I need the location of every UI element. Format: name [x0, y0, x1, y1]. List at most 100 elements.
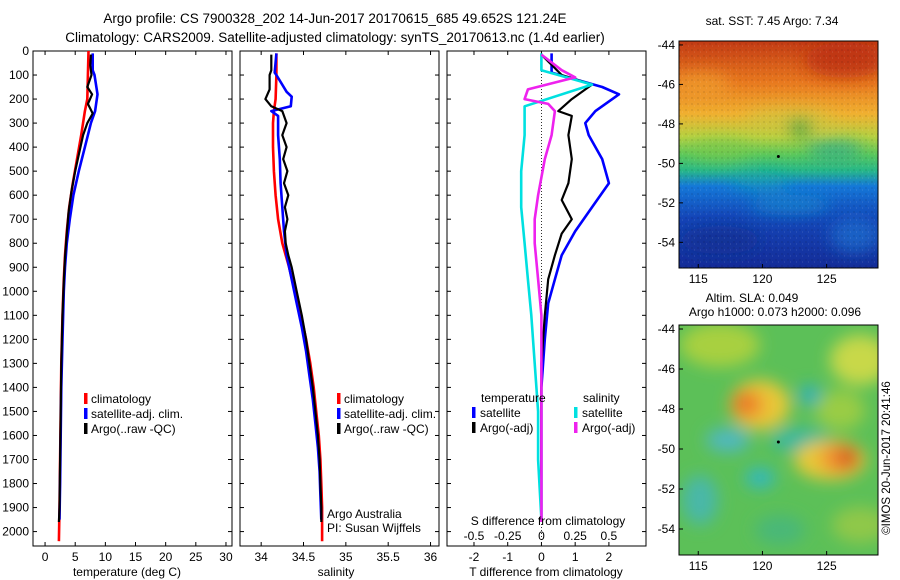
x-tick-label: 1 — [572, 550, 579, 564]
sst-map-panel: sat. SST: 7.45 Argo: 7.34 1 — [658, 14, 879, 286]
depth-axis: 0 100 200 300 400 500 600 700 800 900 1000 1100 1200… — [2, 44, 232, 539]
legend-label-temperature-argo: Argo(-adj) — [480, 421, 533, 435]
depth-tick-label: 1700 — [2, 452, 29, 466]
depth-tick-label: 900 — [9, 260, 29, 274]
top-tick-label: 0.5 — [601, 529, 618, 543]
depth-tick-label: 1100 — [3, 308, 29, 322]
legend-label-salinity-argo: Argo(-adj) — [582, 421, 635, 435]
legend-swatch-temperature-satellite — [472, 407, 476, 418]
sla-map-panel: Altim. SLA: 0.049 Argo h1000: 0.073 h200… — [658, 291, 879, 573]
map-y-tick-label: -46 — [658, 77, 676, 91]
legend-label-satellite: satellite-adj. clim. — [91, 407, 183, 421]
legend-label-argo: Argo(..raw -QC) — [91, 422, 176, 436]
depth-tick-label: 1600 — [2, 428, 29, 442]
header-line2: Climatology: CARS2009. Satellite-adjuste… — [65, 30, 605, 45]
sst-float-marker — [776, 155, 780, 159]
x-tick-label: 34.5 — [292, 550, 316, 564]
float-position-dot — [776, 155, 780, 159]
map-y-tick-label: -50 — [658, 442, 676, 456]
x-tick-label: 35.5 — [377, 550, 401, 564]
sst-heatmap — [679, 41, 878, 268]
sla-map-axes: 115 120 125 -44 -46 -48 -50 -52 -54 — [658, 322, 837, 573]
difference-top-ticks: -0.5 -0.25 0 0.25 0.5 — [464, 529, 618, 543]
top-tick-label: -0.25 — [494, 529, 522, 543]
x-tick-label: 2 — [606, 550, 613, 564]
legend-swatch-salinity-argo — [574, 422, 578, 433]
legend-swatch-satellite — [84, 408, 88, 419]
salinity-panel: 34 34.5 35 35.5 36 salinity climatology sate… — [239, 50, 440, 579]
x-tick-label: 0 — [538, 550, 545, 564]
depth-tick-label: 0 — [22, 44, 29, 58]
x-tick-label: -1 — [502, 550, 513, 564]
series-line — [540, 53, 621, 520]
series-line — [519, 53, 594, 520]
map-x-tick-label: 125 — [817, 559, 837, 573]
x-tick-label: 36 — [424, 550, 438, 564]
x-tick-label: 25 — [189, 550, 203, 564]
depth-tick-label: 1200 — [2, 332, 29, 346]
legend-label-salinity-satellite: satellite — [582, 406, 623, 420]
top-tick-label: 0.25 — [563, 529, 587, 543]
sla-float-marker — [776, 440, 780, 444]
difference-xlabel: T difference from climatology — [469, 565, 623, 579]
map-x-tick-label: 115 — [689, 559, 708, 573]
difference-y-ticks — [447, 50, 646, 533]
difference-panel: -2 -1 0 1 2 S difference from climatology -0… — [446, 50, 647, 579]
depth-tick-label: 700 — [9, 212, 29, 226]
difference-series — [519, 53, 621, 522]
map-y-tick-label: -52 — [658, 482, 676, 496]
legend-label-temperature-satellite: satellite — [480, 406, 521, 420]
series-line — [57, 54, 94, 523]
depth-tick-label: 1800 — [2, 477, 29, 491]
salinity-x-axis: 34 34.5 35 35.5 36 — [254, 51, 438, 564]
difference-legend: temperature salinity satellite Argo(-adj… — [472, 391, 635, 435]
depth-tick-label: 600 — [9, 188, 29, 202]
temperature-series — [57, 50, 99, 542]
temperature-x-axis: 0 5 10 15 20 25 30 — [42, 51, 233, 564]
depth-tick-label: 200 — [9, 92, 29, 106]
legend-swatch-climatology — [337, 393, 341, 404]
depth-tick-label: 800 — [9, 236, 29, 250]
salinity-y-ticks — [240, 50, 439, 533]
map-y-tick-label: -52 — [658, 196, 676, 210]
depth-tick-label: 1300 — [2, 356, 29, 370]
depth-tick-label: 1400 — [2, 380, 29, 394]
header-line1: Argo profile: CS 7900328_202 14-Jun-2017… — [103, 11, 566, 26]
depth-tick-label: 1000 — [2, 284, 29, 298]
x-tick-label: 30 — [219, 550, 233, 564]
map-y-tick-label: -44 — [658, 38, 676, 52]
map-y-tick-label: -54 — [658, 522, 676, 536]
depth-tick-label: 1500 — [2, 404, 29, 418]
legend-group-temperature: temperature — [481, 391, 546, 405]
map-y-tick-label: -48 — [658, 117, 676, 131]
legend-group-salinity: salinity — [583, 391, 620, 405]
map-y-tick-label: -50 — [658, 156, 676, 170]
difference-top-xlabel: S difference from climatology — [471, 514, 626, 528]
x-tick-label: 0 — [42, 550, 49, 564]
float-position-dot — [776, 440, 780, 444]
legend-label-satellite: satellite-adj. clim. — [344, 407, 436, 421]
map-y-tick-label: -46 — [658, 362, 676, 376]
temperature-legend: climatology satellite-adj. clim. Argo(..… — [84, 392, 183, 436]
depth-tick-label: 400 — [9, 140, 29, 154]
credit-line1: Argo Australia — [327, 507, 402, 521]
salinity-axes-frame — [239, 50, 440, 547]
x-tick-label: 5 — [72, 550, 79, 564]
map-x-tick-label: 120 — [752, 559, 772, 573]
salinity-legend: climatology satellite-adj. clim. Argo(..… — [337, 392, 436, 436]
sst-map-frame — [678, 40, 879, 269]
x-tick-label: 10 — [99, 550, 113, 564]
temperature-xlabel: temperature (deg C) — [73, 565, 181, 579]
sla-heatmap — [679, 325, 878, 555]
map-y-tick-label: -48 — [658, 402, 676, 416]
series-line — [264, 54, 323, 522]
top-tick-label: 0 — [538, 529, 545, 543]
temperature-axes-frame — [32, 50, 233, 547]
difference-axes-frame — [446, 50, 647, 547]
map-y-tick-label: -44 — [658, 322, 676, 336]
sst-map-title: sat. SST: 7.45 Argo: 7.34 — [706, 14, 839, 28]
x-tick-label: 15 — [129, 550, 143, 564]
legend-swatch-temperature-argo — [472, 422, 476, 433]
